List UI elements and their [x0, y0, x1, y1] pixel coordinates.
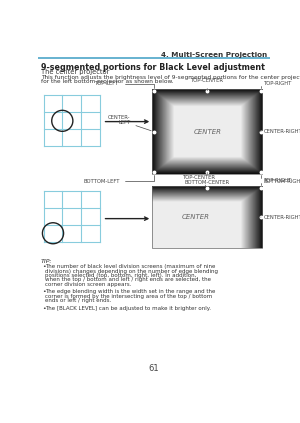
Text: This function adjusts the brightness level of 9-segmented portions for the cente: This function adjusts the brightness lev…	[40, 74, 300, 80]
Text: BOTTOM-RIGHT: BOTTOM-RIGHT	[261, 175, 300, 184]
Text: •: •	[42, 264, 46, 269]
Text: CENTER-RIGHT: CENTER-RIGHT	[261, 214, 300, 220]
Text: The [BLACK LEVEL] can be adjusted to make it brighter only.: The [BLACK LEVEL] can be adjusted to mak…	[45, 306, 211, 311]
Text: CENTER-
LEFT: CENTER- LEFT	[108, 115, 151, 131]
Bar	[152, 186, 262, 248]
Text: divisions) changes depending on the number of edge blending: divisions) changes depending on the numb…	[45, 269, 218, 274]
Text: TOP-RIGHT: TOP-RIGHT	[261, 81, 292, 88]
Text: for the left bottom projector as shown below.: for the left bottom projector as shown b…	[40, 79, 173, 84]
Text: corner division screen appears.: corner division screen appears.	[45, 282, 132, 287]
Bar	[152, 89, 262, 174]
Bar	[152, 186, 262, 248]
Text: The number of black level division screens (maximum of nine: The number of black level division scree…	[45, 264, 216, 269]
Text: when the top / bottom and left / right ends are selected, the: when the top / bottom and left / right e…	[45, 277, 211, 283]
Text: ends or left / right ends.: ends or left / right ends.	[45, 298, 112, 303]
Text: BOTTOM-CENTER: BOTTOM-CENTER	[185, 173, 230, 185]
Text: BOTTOM-LEFT: BOTTOM-LEFT	[83, 175, 154, 184]
Text: CENTER: CENTER	[193, 129, 221, 135]
Text: TOP-CENTER: TOP-CENTER	[183, 175, 216, 186]
Text: TOP-CENTER: TOP-CENTER	[191, 78, 224, 91]
Text: 4. Multi-Screen Projection: 4. Multi-Screen Projection	[161, 52, 268, 58]
Bar	[152, 89, 262, 174]
Text: corner is formed by the intersecting area of the top / bottom: corner is formed by the intersecting are…	[45, 294, 212, 299]
Text: The edge blending width is the width set in the range and the: The edge blending width is the width set…	[45, 289, 216, 294]
Text: 61: 61	[148, 364, 159, 373]
Text: 9-segmented portions for Black Level adjustment: 9-segmented portions for Black Level adj…	[40, 63, 265, 72]
Text: TOP-LEFT: TOP-LEFT	[95, 81, 154, 88]
Bar	[44, 191, 100, 242]
Text: CENTER: CENTER	[182, 214, 210, 220]
Text: •: •	[42, 306, 46, 311]
Text: •: •	[42, 289, 46, 294]
Bar	[44, 96, 100, 146]
Text: positions selected (top, bottom, right, left). In addition,: positions selected (top, bottom, right, …	[45, 273, 196, 278]
Text: TOP-RIGHT: TOP-RIGHT	[261, 178, 292, 185]
Text: TIP:: TIP:	[40, 258, 52, 264]
Text: CENTER-RIGHT: CENTER-RIGHT	[261, 129, 300, 134]
Text: The center projector: The center projector	[40, 69, 109, 75]
